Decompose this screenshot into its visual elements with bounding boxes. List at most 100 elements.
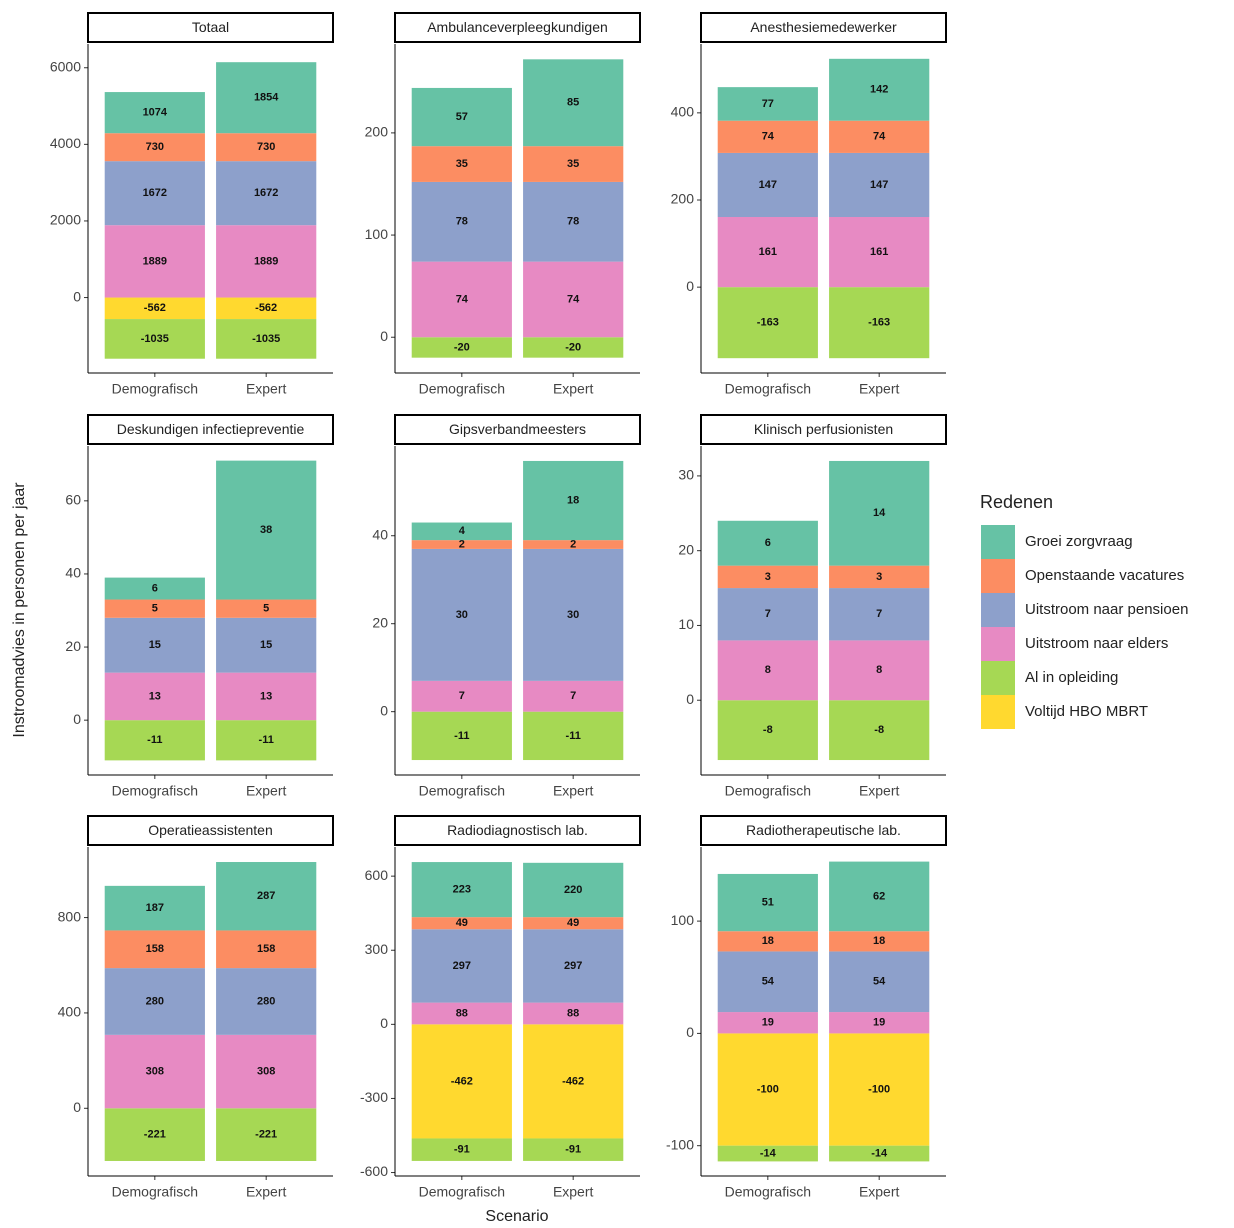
panel-title: Anesthesiemedewerker: [750, 19, 897, 35]
y-tick-label: 0: [73, 1099, 81, 1115]
x-tick-label: Demografisch: [419, 381, 505, 397]
y-tick-label: 2000: [50, 212, 81, 228]
bar-segment: [411, 1024, 512, 1139]
data-label: 13: [149, 690, 161, 702]
strip-box: [394, 815, 641, 846]
x-tick-label: Demografisch: [112, 783, 198, 799]
y-tick-label: 0: [73, 711, 81, 727]
data-label: 158: [257, 943, 275, 955]
bar-segment: [216, 1108, 317, 1161]
bar-segment: [411, 87, 512, 147]
bar-segment: [216, 133, 317, 162]
data-label: 8: [876, 664, 882, 676]
bar-segment: [104, 1108, 205, 1161]
bar-segment: [717, 700, 818, 761]
bar-segment: [829, 640, 930, 701]
bar-segment: [829, 1145, 930, 1162]
data-label: -14: [871, 1147, 888, 1159]
bar-segment: [411, 337, 512, 358]
y-axis-label: Instroomadvies in personen per jaar: [11, 482, 28, 738]
data-label: 220: [564, 884, 582, 896]
bar-segment: [523, 929, 624, 1003]
data-label: 158: [146, 943, 164, 955]
data-label: 18: [762, 935, 774, 947]
bar-segment: [829, 1033, 930, 1146]
data-label: 74: [762, 131, 775, 143]
data-label: 14: [873, 507, 886, 519]
data-label: -221: [255, 1129, 277, 1141]
x-tick-label: Demografisch: [112, 1184, 198, 1200]
y-tick-label: 600: [365, 867, 389, 883]
bar-segment: [523, 1002, 624, 1025]
data-label: 6: [152, 582, 158, 594]
strip-box: [87, 414, 334, 445]
data-label: 5: [152, 603, 158, 615]
bar-segment: [411, 261, 512, 338]
data-label: 287: [257, 890, 275, 902]
y-tick-label: 20: [65, 638, 81, 654]
data-label: -11: [566, 730, 581, 742]
data-label: 54: [762, 976, 775, 988]
bar-segment: [411, 929, 512, 1003]
data-label: 62: [873, 890, 885, 902]
x-tick-label: Demografisch: [112, 381, 198, 397]
bar-segment: [104, 297, 205, 320]
data-label: -11: [454, 730, 469, 742]
data-label: 77: [762, 98, 774, 110]
y-tick-label: 400: [58, 1004, 82, 1020]
x-tick-label: Expert: [246, 783, 287, 799]
bar-segment: [216, 161, 317, 226]
data-label: 2: [570, 538, 576, 550]
legend-swatch: [981, 627, 1015, 661]
data-label: 1074: [143, 107, 168, 119]
data-label: -100: [757, 1083, 779, 1095]
data-label: -562: [144, 302, 166, 314]
bar-segment: [216, 297, 317, 320]
bar-segment: [104, 968, 205, 1035]
data-label: 8: [765, 664, 771, 676]
y-tick-label: 10: [678, 616, 694, 632]
data-label: 1854: [254, 92, 279, 104]
data-label: 74: [567, 293, 580, 305]
bar-segment: [411, 711, 512, 761]
bar-segment: [829, 58, 930, 121]
data-label: 2: [459, 538, 465, 550]
panel-title: Gipsverbandmeesters: [449, 421, 586, 437]
bar-segment: [829, 460, 930, 566]
data-label: -14: [760, 1147, 777, 1159]
y-tick-label: -300: [360, 1089, 388, 1105]
bar-segment: [104, 225, 205, 298]
strip-box: [700, 815, 947, 846]
y-tick-label: 0: [380, 702, 388, 718]
bar-segment: [216, 225, 317, 298]
legend-swatch: [981, 661, 1015, 695]
bar-segment: [216, 319, 317, 359]
data-label: -221: [144, 1129, 166, 1141]
y-tick-label: 200: [365, 124, 389, 140]
data-label: 3: [876, 571, 882, 583]
legend-title: Redenen: [980, 492, 1053, 512]
y-tick-label: 6000: [50, 58, 81, 74]
data-label: 280: [146, 995, 164, 1007]
bar-segment: [411, 548, 512, 681]
bar-segment: [411, 1138, 512, 1161]
data-label: -20: [565, 341, 581, 353]
data-label: 19: [762, 1017, 774, 1029]
data-label: -91: [454, 1144, 470, 1156]
x-tick-label: Expert: [246, 381, 287, 397]
data-label: 147: [759, 179, 777, 191]
bar-segment: [717, 640, 818, 701]
y-tick-label: 0: [380, 1015, 388, 1031]
data-label: 78: [567, 216, 579, 228]
data-label: 38: [260, 524, 272, 536]
bar-segment: [216, 62, 317, 134]
legend-label: Voltijd HBO MBRT: [1025, 703, 1148, 720]
x-tick-label: Demografisch: [419, 783, 505, 799]
bar-segment: [104, 617, 205, 673]
data-label: 19: [873, 1017, 885, 1029]
x-tick-label: Expert: [859, 381, 900, 397]
data-label: -91: [565, 1144, 581, 1156]
y-tick-label: 0: [686, 278, 694, 294]
bar-segment: [829, 951, 930, 1013]
bar-segment: [829, 931, 930, 952]
